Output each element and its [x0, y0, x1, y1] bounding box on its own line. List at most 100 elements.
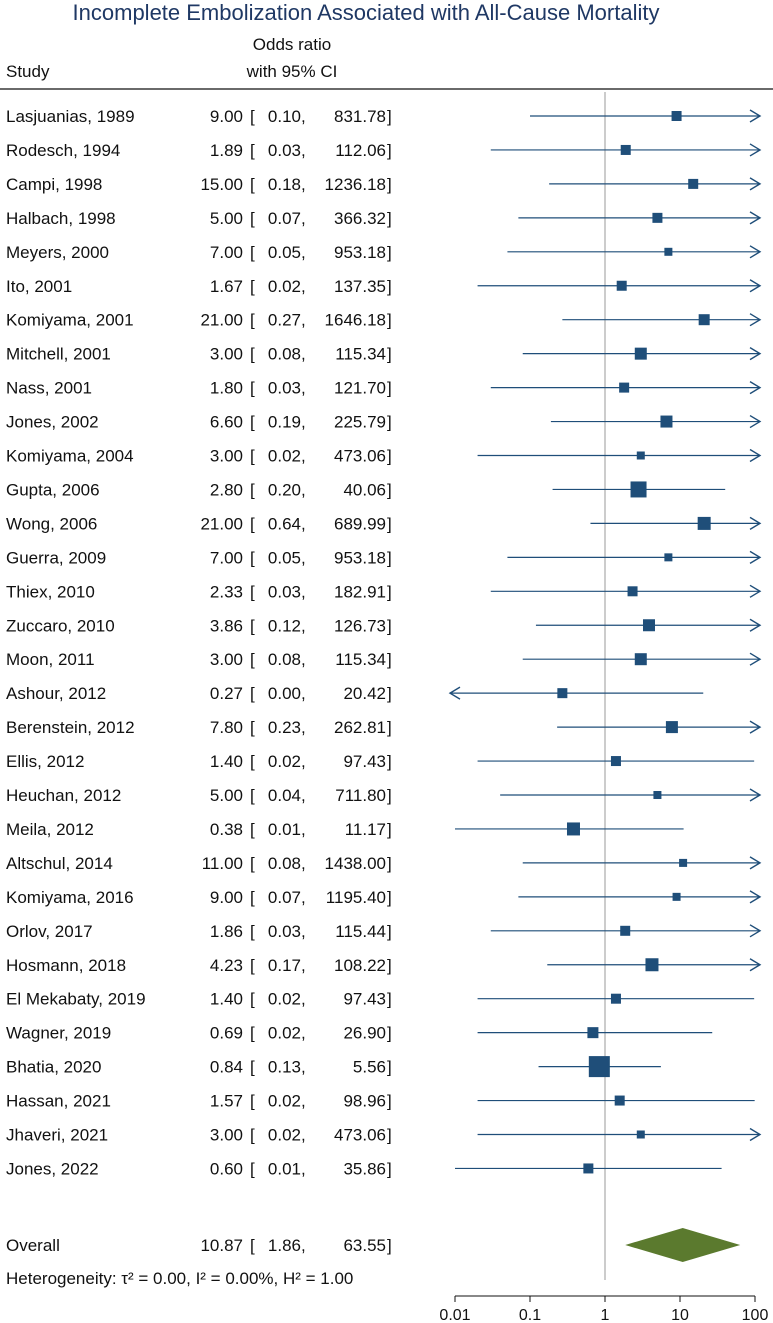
ci-close-bracket: ]: [387, 786, 392, 805]
or-value: 3.86: [210, 616, 243, 635]
ci-upper-value: 182.91: [334, 582, 386, 601]
ci-open-bracket: [: [250, 1159, 255, 1178]
ci-open-bracket: [: [250, 820, 255, 839]
or-value: 3.00: [210, 1126, 243, 1145]
ci-open-bracket: [: [250, 718, 255, 737]
study-row: Ellis, 2012 1.40 [0.02, 97.43]: [6, 752, 755, 771]
or-value: 1.67: [210, 277, 243, 296]
ci-lower-value: 0.02: [268, 1126, 301, 1145]
ci-open-bracket: [: [250, 141, 255, 160]
ci-close-bracket: ]: [387, 107, 392, 126]
overall-diamond: [625, 1228, 741, 1262]
study-label: Jones, 2022: [6, 1159, 99, 1178]
overall-ci-upper-value: 63.55: [343, 1236, 386, 1255]
ci-open-bracket: [: [250, 684, 255, 703]
ci-lower-value: 0.08: [268, 854, 301, 873]
ci-lower-value: 0.20: [268, 480, 301, 499]
or-value: 1.89: [210, 141, 243, 160]
ci-close-bracket: ]: [387, 820, 392, 839]
ci-open-bracket: [: [250, 956, 255, 975]
study-label: Heuchan, 2012: [6, 786, 121, 805]
point-estimate-marker: [645, 958, 659, 972]
study-label: Nass, 2001: [6, 379, 92, 398]
overall-ci-lower-value: 1.86: [268, 1236, 301, 1255]
ci-open-bracket: [: [250, 243, 255, 262]
ci-upper-value: 11.17: [345, 820, 386, 839]
study-label: Wong, 2006: [6, 514, 97, 533]
ci-open-bracket: [: [250, 922, 255, 941]
ci-open-bracket: [: [250, 107, 255, 126]
ci-lower-value: 0.02: [268, 1092, 301, 1111]
study-rows: Lasjuanias, 1989 9.00[0.10, 831.78]Rodesch…: [6, 92, 762, 1288]
study-row: Ito, 2001 1.67 [0.02, 137.35]: [6, 277, 762, 296]
ci-upper-value: 1236.18: [325, 175, 386, 194]
study-label: Wagner, 2019: [6, 1024, 111, 1043]
study-row: Jones, 2022 0.60 [0.01, 35.86]: [6, 1159, 722, 1178]
ci-comma: ,: [301, 345, 306, 364]
or-value: 1.40: [210, 990, 243, 1009]
point-estimate-marker: [627, 586, 638, 597]
ci-upper-value: 953.18: [334, 548, 386, 567]
ci-lower-value: 0.03: [268, 922, 301, 941]
ci-close-bracket: ]: [387, 1126, 392, 1145]
ci-comma: ,: [301, 1092, 306, 1111]
ci-open-bracket: [: [250, 480, 255, 499]
ci-lower-value: 0.07: [268, 209, 301, 228]
study-label: Ito, 2001: [6, 277, 72, 296]
ci-open-bracket: [: [250, 854, 255, 873]
study-row: Komiyama, 2016 9.00 [0.07, 1195.40]: [6, 888, 762, 907]
ci-comma: ,: [301, 175, 306, 194]
overall-ci-comma: ,: [301, 1236, 306, 1255]
study-label: Lasjuanias, 1989: [6, 107, 135, 126]
ci-close-bracket: ]: [387, 209, 392, 228]
point-estimate-marker: [653, 791, 662, 799]
ci-upper-value: 137.35: [334, 277, 386, 296]
study-row: Heuchan, 2012 5.00 [0.04, 711.80]: [6, 786, 762, 805]
ci-lower-value: 0.04: [268, 786, 301, 805]
ci-lower-value: 0.05: [268, 243, 301, 262]
study-label: Moon, 2011: [6, 650, 95, 669]
study-row: Altschul, 2014 11.00 [0.08, 1438.00]: [6, 854, 762, 873]
point-estimate-marker: [620, 144, 631, 155]
ci-arrow-right: [749, 245, 762, 259]
ci-upper-value: 97.43: [343, 990, 386, 1009]
point-estimate-marker: [588, 1056, 610, 1078]
point-estimate-marker: [634, 653, 647, 666]
ci-arrow-right: [749, 720, 762, 734]
overall-row: Overall 10.87 [1.86, 63.55]: [6, 1228, 741, 1262]
ci-arrow-right: [749, 177, 762, 191]
ci-comma: ,: [301, 922, 306, 941]
or-value: 2.33: [210, 582, 243, 601]
ci-lower-value: 0.02: [268, 1024, 301, 1043]
ci-arrow-right: [749, 890, 762, 904]
study-row: Guerra, 2009 7.00 [0.05, 953.18]: [6, 548, 762, 567]
study-row: Ashour, 2012 0.27 [0.00, 20.42]: [6, 684, 704, 703]
study-label: Guerra, 2009: [6, 548, 106, 567]
study-row: Wong, 2006 21.00 [0.64, 689.99]: [6, 514, 762, 533]
header-study: Study: [6, 62, 50, 81]
or-value: 3.00: [210, 650, 243, 669]
ci-upper-value: 35.86: [343, 1159, 386, 1178]
point-estimate-marker: [610, 756, 621, 767]
ci-open-bracket: [: [250, 514, 255, 533]
ci-open-bracket: [: [250, 175, 255, 194]
ci-close-bracket: ]: [387, 922, 392, 941]
ci-lower-value: 0.03: [268, 141, 301, 160]
ci-arrow-right: [749, 448, 762, 463]
ci-lower-value: 0.10: [268, 107, 301, 126]
ci-lower-value: 0.23: [268, 718, 301, 737]
chart-title: Incomplete Embolization Associated with …: [73, 0, 660, 25]
ci-open-bracket: [: [250, 277, 255, 296]
point-estimate-marker: [636, 451, 645, 460]
ci-comma: ,: [301, 1058, 306, 1077]
x-tick-label: 100: [742, 1307, 769, 1323]
header-or-line2: with 95% CI: [246, 62, 338, 81]
ci-upper-value: 40.06: [343, 480, 386, 499]
ci-upper-value: 689.99: [334, 514, 386, 533]
ci-lower-value: 0.19: [268, 413, 301, 432]
or-value: 7.00: [210, 548, 243, 567]
ci-comma: ,: [301, 956, 306, 975]
study-row: Komiyama, 2001 21.00 [0.27, 1646.18]: [6, 311, 762, 330]
ci-arrow-right: [749, 924, 762, 938]
ci-comma: ,: [301, 311, 306, 330]
